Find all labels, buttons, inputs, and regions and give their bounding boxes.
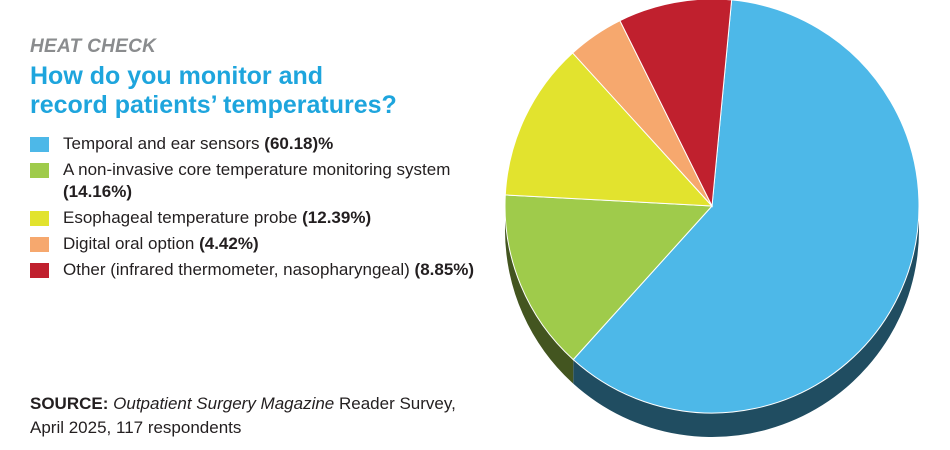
chart-title-line-2: record patients’ temperatures?	[30, 91, 397, 119]
kicker: HEAT CHECK	[30, 36, 157, 57]
legend-item-temporal-ear: Temporal and ear sensors (60.18)%	[30, 133, 480, 155]
legend-value: (4.42%)	[199, 234, 259, 253]
legend-label: Other (infrared thermometer, nasopharyng…	[63, 260, 410, 279]
legend-swatch	[30, 237, 49, 252]
pie-slice-1	[504, 194, 714, 361]
source-label: SOURCE:	[30, 394, 109, 413]
chart-title-line-1: How do you monitor and	[30, 62, 324, 90]
legend-swatch	[30, 137, 49, 152]
source-line-2: April 2025, 117 respondents	[30, 418, 242, 437]
legend-item-esophageal: Esophageal temperature probe (12.39%)	[30, 207, 480, 229]
legend-value: (60.18)%	[264, 134, 334, 153]
legend-value: (8.85%)	[414, 260, 475, 279]
pie-slice-4	[619, 0, 733, 208]
chart-title: How do you monitor and record patients’ …	[30, 62, 450, 120]
legend-item-digital-oral: Digital oral option (4.42%)	[30, 233, 480, 255]
source-note: SOURCE: Outpatient Surgery Magazine Read…	[30, 392, 550, 440]
pie-slice-2	[504, 52, 714, 207]
source-line-1: SOURCE: Outpatient Surgery Magazine Read…	[30, 392, 550, 416]
legend-item-core-monitoring: A non-invasive core temperature monitori…	[30, 159, 480, 203]
legend-item-other: Other (infrared thermometer, nasopharyng…	[30, 259, 480, 281]
pie-side-wall	[505, 206, 574, 384]
pie-slice-0	[572, 0, 920, 414]
pie-side-wall	[573, 206, 919, 437]
legend-label: A non-invasive core temperature monitori…	[63, 160, 451, 179]
legend-label: Digital oral option	[63, 234, 195, 253]
source-rest: Reader Survey,	[334, 394, 456, 413]
legend-swatch	[30, 163, 49, 178]
legend-label: Esophageal temperature probe	[63, 208, 298, 227]
source-publication: Outpatient Surgery Magazine	[113, 394, 335, 413]
legend-value: (12.39%)	[302, 208, 372, 227]
legend-swatch	[30, 263, 49, 278]
pie-3d-side	[505, 206, 919, 437]
legend: Temporal and ear sensors (60.18)% A non-…	[30, 133, 480, 285]
legend-label: Temporal and ear sensors	[63, 134, 260, 153]
pie-slices	[504, 0, 920, 414]
legend-swatch	[30, 211, 49, 226]
legend-value: (14.16%)	[63, 182, 132, 201]
